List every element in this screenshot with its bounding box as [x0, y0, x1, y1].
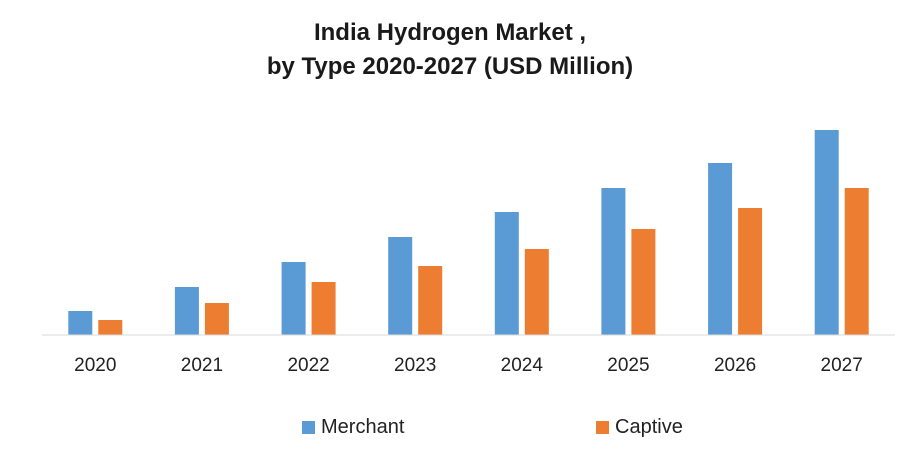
bar-merchant-2021 — [174, 287, 199, 335]
x-tick-label: 2026 — [714, 355, 756, 376]
bar-captive-2021 — [204, 303, 229, 335]
bars-group — [68, 130, 869, 335]
bar-merchant-2027 — [814, 130, 839, 335]
bar-captive-2027 — [844, 188, 869, 335]
chart-title: India Hydrogen Market , — [313, 19, 587, 46]
bar-merchant-2024 — [494, 212, 519, 335]
bar-merchant-2022 — [281, 262, 306, 335]
bar-captive-2024 — [524, 249, 549, 335]
x-tick-label: 2027 — [821, 355, 863, 376]
legend-item-captive: Captive — [596, 416, 683, 439]
x-tick-label: 2020 — [74, 355, 116, 376]
legend: Merchant Captive — [0, 416, 900, 444]
x-tick-labels: 2020 2021 2022 2023 2024 2025 2026 2027 — [74, 355, 863, 376]
bar-captive-2026 — [738, 208, 763, 335]
chart-title-block: India Hydrogen Market , by Type 2020-202… — [0, 16, 900, 84]
bar-merchant-2020 — [68, 311, 93, 335]
bar-captive-2025 — [631, 229, 656, 335]
legend-item-merchant: Merchant — [302, 416, 404, 439]
bar-merchant-2023 — [388, 237, 413, 335]
x-tick-label: 2023 — [394, 355, 436, 376]
bar-merchant-2025 — [601, 188, 626, 335]
chart-subtitle: by Type 2020-2027 (USD Million) — [266, 53, 634, 80]
bar-captive-2023 — [418, 266, 443, 335]
legend-swatch-captive — [596, 421, 609, 434]
legend-swatch-merchant — [302, 421, 315, 434]
x-tick-label: 2021 — [181, 355, 223, 376]
x-tick-label: 2024 — [501, 355, 544, 376]
x-tick-label: 2022 — [287, 355, 329, 376]
bar-merchant-2026 — [708, 163, 733, 335]
bar-captive-2020 — [98, 320, 123, 335]
x-tick-label: 2025 — [607, 355, 649, 376]
bar-captive-2022 — [311, 282, 336, 335]
legend-label-merchant: Merchant — [321, 416, 405, 438]
legend-label-captive: Captive — [615, 416, 683, 438]
